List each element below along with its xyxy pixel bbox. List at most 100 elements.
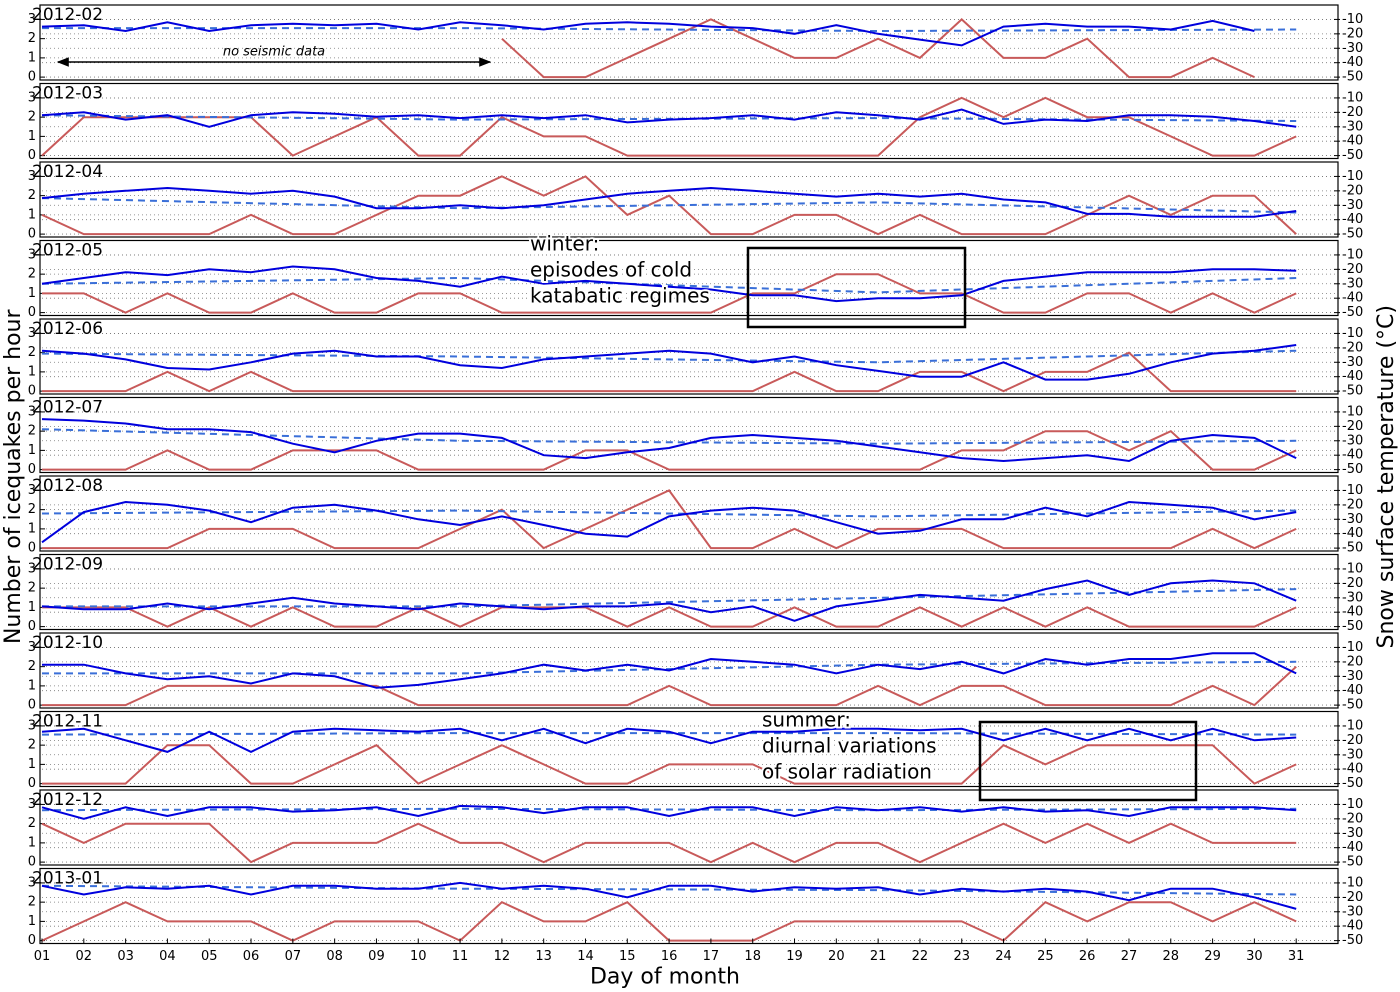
y2-tick-label: -20 [1342,890,1363,905]
y-tick-label: 1 [28,50,36,65]
y-tick-label: 1 [28,364,36,379]
x-tick-label: 27 [1121,949,1138,964]
y-tick-label: 2 [28,31,36,46]
trend-line [42,588,1297,608]
y-tick-label: 2 [28,895,36,910]
icequakes-line [42,665,1297,707]
y-tick-label: 1 [28,207,36,222]
y-tick-label: 1 [28,600,36,615]
x-axis-label: Day of month [590,965,740,990]
y2-tick-label: -30 [1342,355,1363,370]
y-tick-label: 3 [28,797,36,812]
y2-tick-label: -30 [1342,826,1363,841]
x-tick-label: 04 [159,949,176,964]
x-tick-label: 05 [201,949,218,964]
y-axis-label: Number of icequakes per hour [1,309,26,645]
y2-tick-label: -50 [1342,227,1363,242]
x-tick-label: 24 [995,949,1012,964]
panel-frame [39,553,1339,631]
panel-title: 2012-07 [32,398,103,418]
x-tick-label: 21 [870,949,887,964]
y2-tick-label: -30 [1342,276,1363,291]
y2-tick-label: -50 [1342,148,1363,163]
trend-line [42,27,1297,33]
y-tick-label: 1 [28,678,36,693]
y2-tick-label: -40 [1342,840,1363,855]
y-tick-label: 2 [28,424,36,439]
x-tick-label: 10 [410,949,427,964]
temperature-line [41,265,1297,303]
y-tick-label: 2 [28,581,36,596]
x-tick-label: 17 [703,949,720,964]
y-tick-label: 2 [28,816,36,831]
y-tick-label: 0 [28,541,36,556]
y2-tick-label: -40 [1342,55,1363,70]
x-tick-label: 16 [661,949,678,964]
x-tick-label: 02 [76,949,93,964]
y2-tick-label: -40 [1342,526,1363,541]
panel-title: 2012-10 [32,633,103,653]
x-tick-label: 03 [117,949,134,964]
highlight-box [746,246,967,329]
y-tick-label: 3 [28,561,36,576]
highlight-box [978,720,1198,802]
x-tick-label: 25 [1037,949,1054,964]
y2-tick-label: -40 [1342,448,1363,463]
y-tick-label: 0 [28,148,36,163]
x-tick-label: 18 [744,949,761,964]
x-tick-label: 31 [1288,949,1305,964]
y2-tick-label: -30 [1342,198,1363,213]
y2-tick-label: -10 [1342,718,1363,733]
panel-title: 2012-12 [32,790,103,810]
trend-line [41,732,1297,736]
y2-tick-label: -30 [1342,669,1363,684]
x-tick-label: 14 [577,949,594,964]
temperature-line [41,500,1297,544]
y-tick-label: 3 [28,483,36,498]
panel-frame [39,789,1339,866]
y-tick-label: 0 [28,227,36,242]
temperature-line [41,418,1297,463]
y2-tick-label: -40 [1342,605,1363,620]
y2-tick-label: -20 [1342,262,1363,277]
y2-tick-label: -50 [1342,776,1363,791]
annotation: episodes of cold [530,258,692,282]
y-tick-label: 1 [28,835,36,850]
panel-title: 2012-02 [32,5,103,25]
panel-frame [39,632,1339,709]
y-tick-label: 0 [28,619,36,634]
annotation: winter: [530,232,599,256]
temperature-line [41,108,1297,128]
icequakes-line [501,18,1255,79]
y2-tick-label: -50 [1342,855,1363,870]
y2-tick-label: -10 [1342,90,1363,105]
y2-tick-label: -40 [1342,683,1363,698]
y-tick-label: 2 [28,110,36,125]
y-tick-label: 3 [28,247,36,262]
annotation: diurnal variations [762,734,937,758]
panel-title: 2012-06 [32,319,103,339]
y-tick-label: 1 [28,521,36,536]
annotation: summer: [762,708,851,732]
y2-tick-label: -50 [1342,933,1363,948]
y2-tick-label: -20 [1342,26,1363,41]
x-tick-label: 20 [828,949,845,964]
panel-title: 2012-03 [32,84,103,104]
trend-line [41,807,1297,812]
y2-tick-label: -10 [1342,169,1363,184]
temperature-line [41,881,1297,910]
y-tick-label: 0 [28,462,36,477]
trend-line [41,509,1297,518]
x-tick-label: 09 [368,949,385,964]
panel-title: 2013-01 [32,869,103,889]
temperature-line [42,652,1297,689]
y2-tick-label: -10 [1342,797,1363,812]
x-tick-label: 06 [243,949,260,964]
y-tick-label: 2 [28,502,36,517]
temperature-line [41,727,1297,754]
icequakes-line [41,822,1297,864]
x-tick-label: 13 [535,949,552,964]
y-tick-label: 1 [28,129,36,144]
y-tick-label: 0 [28,933,36,948]
